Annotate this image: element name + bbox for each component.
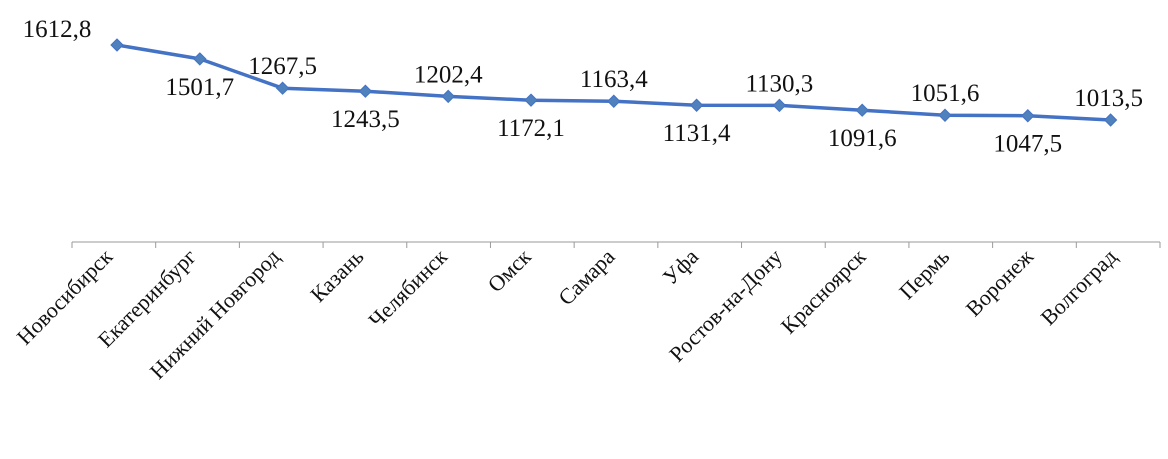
data-point [938,108,952,122]
data-label: 1047,5 [993,131,1062,158]
data-label: 1051,6 [911,80,980,107]
x-tick-label: Пермь [894,244,954,304]
data-label: 1267,5 [248,53,317,80]
data-label: 1612,8 [23,16,92,43]
data-point [441,89,455,104]
x-tick-label: Челябинск [364,244,453,333]
data-label: 1013,5 [1074,85,1143,112]
data-point [524,93,538,107]
x-tick-label: Омск [483,244,536,297]
data-point [1021,109,1035,123]
x-tick-label: Казань [305,244,368,307]
data-point [772,98,787,113]
data-label: 1202,4 [414,61,483,88]
data-label: 1501,7 [165,74,234,101]
x-tick-label: Красноярск [776,244,871,339]
data-point [1103,113,1118,127]
data-point [358,84,373,98]
x-tick-label: Волгоград [1036,244,1122,330]
data-point [607,94,621,108]
data-point [689,98,704,112]
x-tick-label: Самара [553,244,619,310]
data-point [855,103,869,117]
data-point [275,81,290,95]
data-label: 1130,3 [745,70,813,97]
data-label: 1131,4 [663,120,731,147]
data-label: 1172,1 [497,115,565,142]
data-label: 1163,4 [580,66,648,93]
data-label: 1091,6 [828,125,897,152]
x-tick-label: Воронеж [961,243,1039,321]
data-point [110,38,124,52]
data-point [193,52,207,66]
x-tick-label: Уфа [658,244,704,290]
data-label: 1243,5 [331,106,400,133]
